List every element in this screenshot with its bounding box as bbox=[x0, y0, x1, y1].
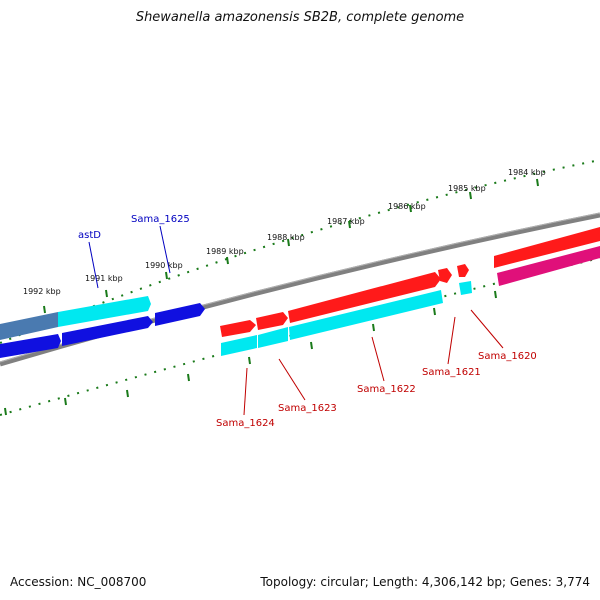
label-connectors bbox=[88, 225, 504, 416]
scale-label-1991: 1991 kbp bbox=[85, 274, 123, 283]
scale-label-1987: 1987 kbp bbox=[327, 217, 365, 226]
summary-text: Topology: circular; Length: 4,306,142 bp… bbox=[260, 575, 590, 589]
gene-magenta-right bbox=[497, 246, 600, 286]
scale-label-1985: 1985 kbp bbox=[448, 184, 486, 193]
scale-label-1986: 1986 kbp bbox=[388, 202, 426, 211]
gene-cyan-1624 bbox=[221, 335, 257, 356]
gene-red-right bbox=[494, 227, 600, 268]
inner-major-ticks bbox=[4, 290, 497, 416]
scale-label-1989: 1989 kbp bbox=[206, 247, 244, 256]
gene-label-astD: astD bbox=[78, 230, 101, 241]
gene-red-1622 bbox=[288, 272, 441, 323]
gene-steel-left bbox=[0, 312, 58, 340]
genome-title: Shewanella amazonensis SB2B, complete ge… bbox=[135, 10, 465, 25]
accession-text: Accession: NC_008700 bbox=[10, 575, 147, 589]
scale-label-1992: 1992 kbp bbox=[23, 287, 61, 296]
gene-cyan-astD bbox=[58, 296, 151, 327]
gene-blue-1625 bbox=[155, 303, 205, 326]
gene-label-sama-1620: Sama_1620 bbox=[478, 351, 537, 362]
scale-label-1988: 1988 kbp bbox=[267, 233, 305, 242]
gene-label-sama-1621: Sama_1621 bbox=[422, 367, 481, 378]
scale-label-1990: 1990 kbp bbox=[145, 261, 183, 270]
gene-cyan-1621 bbox=[459, 281, 472, 295]
gene-cyan-1622 bbox=[289, 290, 443, 340]
gene-label-sama-1623: Sama_1623 bbox=[278, 403, 337, 414]
gene-label-sama-1624: Sama_1624 bbox=[216, 418, 275, 429]
gene-red-1623 bbox=[256, 312, 288, 330]
gene-blue-left bbox=[0, 334, 61, 358]
gene-blue-mid bbox=[62, 316, 153, 346]
gene-cyan-1623 bbox=[258, 327, 288, 348]
gene-red-1624 bbox=[220, 320, 256, 337]
gene-label-sama-1622: Sama_1622 bbox=[357, 384, 416, 395]
outer-major-ticks bbox=[43, 178, 539, 314]
gene-red-1620 bbox=[457, 264, 469, 277]
gene-red-1621 bbox=[438, 268, 452, 283]
gene-label-sama-1625: Sama_1625 bbox=[131, 214, 190, 225]
scale-label-1984: 1984 kbp bbox=[508, 168, 546, 177]
